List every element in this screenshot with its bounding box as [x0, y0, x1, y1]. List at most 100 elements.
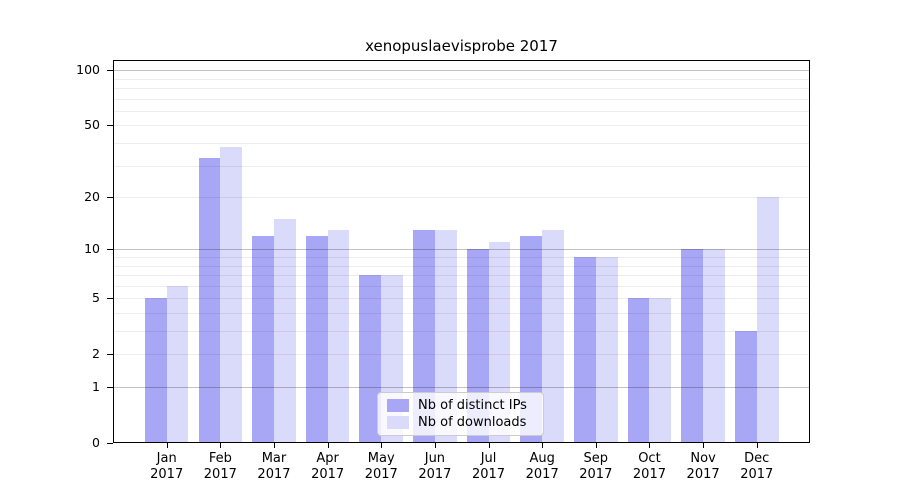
bar-mar-distinct-ips — [252, 235, 274, 443]
x-tick-year: 2017 — [579, 467, 613, 483]
x-tick-month: Dec — [744, 451, 770, 466]
x-tick-year: 2017 — [525, 467, 559, 483]
x-tick-month: Sep — [583, 451, 609, 466]
y-gridline-minor — [114, 98, 809, 100]
x-tick-year: 2017 — [203, 467, 237, 483]
y-tick-mark — [107, 249, 113, 251]
y-gridline-minor — [114, 298, 809, 300]
legend-entry: Nb of downloads — [387, 415, 534, 430]
y-gridline-minor — [114, 312, 809, 314]
x-tick-year: 2017 — [418, 467, 452, 483]
y-gridline-minor — [114, 165, 809, 167]
x-tick-year: 2017 — [257, 467, 291, 483]
x-tick-label: May 2017 — [349, 451, 413, 484]
x-tick-mark — [649, 443, 651, 448]
x-tick-mark — [220, 443, 222, 448]
y-tick-mark — [107, 70, 113, 72]
x-tick-mark — [381, 443, 383, 448]
y-gridline-minor — [114, 197, 809, 199]
y-gridline-minor — [114, 88, 809, 90]
bar-apr-downloads — [327, 229, 350, 443]
bar-jan-distinct-ips — [144, 298, 167, 443]
x-tick-year: 2017 — [686, 467, 720, 483]
y-tick-mark — [107, 387, 113, 388]
y-gridline-minor — [114, 354, 809, 356]
y-gridline-minor — [114, 78, 809, 80]
y-tick-mark — [107, 125, 113, 127]
y-gridline-major — [114, 387, 809, 388]
y-tick-mark — [107, 197, 113, 199]
y-tick-label: 50 — [84, 117, 100, 133]
bar-aug-distinct-ips — [520, 235, 543, 443]
y-tick-label: 5 — [92, 290, 100, 306]
y-tick-mark — [107, 354, 113, 356]
x-tick-mark — [542, 443, 544, 448]
x-tick-label: Jun 2017 — [403, 451, 467, 484]
x-tick-month: May — [367, 451, 395, 466]
x-tick-year: 2017 — [632, 467, 666, 483]
bar-nov-distinct-ips — [681, 249, 704, 443]
bar-feb-distinct-ips — [198, 158, 221, 443]
y-tick-label: 100 — [76, 62, 100, 78]
y-gridline-minor — [114, 143, 809, 145]
y-gridline-minor — [114, 285, 809, 287]
legend-swatch-downloads — [387, 416, 409, 429]
x-tick-label: Dec 2017 — [725, 451, 789, 484]
bar-feb-downloads — [220, 147, 243, 443]
y-tick-label: 20 — [84, 189, 100, 205]
y-gridline-major — [114, 70, 809, 72]
y-gridline-major — [114, 249, 809, 251]
bar-nov-downloads — [703, 249, 725, 443]
bar-oct-downloads — [649, 298, 672, 443]
y-gridline-minor — [114, 331, 809, 333]
x-tick-year: 2017 — [364, 467, 398, 483]
x-tick-label: Aug 2017 — [510, 451, 574, 484]
x-tick-label: Jan 2017 — [135, 451, 199, 484]
x-tick-label: Feb 2017 — [188, 451, 252, 484]
x-tick-mark — [434, 443, 436, 448]
x-tick-year: 2017 — [150, 467, 184, 483]
x-tick-mark — [756, 443, 758, 448]
bar-sep-downloads — [595, 257, 618, 443]
bar-jan-downloads — [166, 285, 189, 443]
x-tick-year: 2017 — [471, 467, 506, 483]
y-gridline-minor — [114, 275, 809, 277]
x-tick-month: Aug — [529, 451, 555, 466]
x-tick-month: Apr — [316, 451, 339, 466]
y-gridline-minor — [114, 110, 809, 112]
legend: Nb of distinct IPs Nb of downloads — [377, 392, 544, 436]
y-gridline-minor — [114, 125, 809, 127]
bar-dec-distinct-ips — [734, 331, 757, 443]
x-tick-label: Oct 2017 — [617, 451, 681, 484]
x-tick-mark — [703, 443, 705, 448]
y-gridline-minor — [114, 265, 809, 267]
x-tick-year: 2017 — [311, 467, 345, 483]
legend-label: Nb of downloads — [418, 415, 527, 430]
y-tick-label: 10 — [84, 241, 100, 257]
bar-jun-downloads — [434, 229, 457, 443]
x-tick-month: Jul — [480, 451, 497, 466]
x-tick-month: Nov — [690, 451, 716, 466]
x-tick-mark — [488, 443, 490, 448]
y-gridline-minor — [114, 257, 809, 258]
y-tick-label: 0 — [92, 435, 100, 450]
chart-title: xenopuslaevisprobe 2017 — [365, 37, 558, 55]
bar-may-distinct-ips — [359, 275, 382, 443]
bar-oct-distinct-ips — [627, 298, 650, 443]
x-tick-label: Sep 2017 — [564, 451, 628, 484]
y-tick-label: 2 — [92, 346, 100, 362]
x-tick-month: Oct — [638, 451, 661, 466]
x-tick-month: Jun — [424, 451, 446, 466]
x-tick-mark — [166, 443, 168, 448]
x-tick-month: Mar — [261, 451, 287, 466]
x-tick-label: Jul 2017 — [457, 451, 521, 484]
bar-apr-distinct-ips — [305, 235, 328, 443]
legend-swatch-distinct-ips — [387, 399, 409, 412]
bar-aug-downloads — [542, 229, 564, 443]
x-tick-month: Feb — [208, 451, 232, 466]
x-tick-mark — [273, 443, 275, 448]
x-tick-label: Nov 2017 — [671, 451, 735, 484]
y-tick-label: 1 — [92, 379, 100, 394]
x-tick-label: Mar 2017 — [242, 451, 306, 484]
